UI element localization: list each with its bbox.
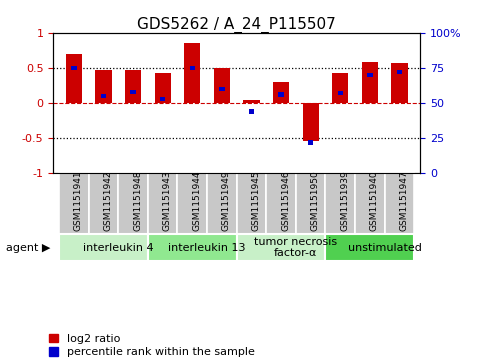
Bar [148, 174, 177, 234]
Bar [237, 174, 266, 234]
Bar [71, 66, 76, 70]
Bar [207, 174, 237, 234]
Text: GSM1151940: GSM1151940 [370, 170, 379, 231]
Text: GSM1151943: GSM1151943 [163, 170, 171, 231]
Legend: log2 ratio, percentile rank within the sample: log2 ratio, percentile rank within the s… [49, 334, 255, 358]
Text: GSM1151948: GSM1151948 [133, 170, 142, 231]
Bar [237, 234, 326, 261]
Bar [243, 99, 260, 103]
Text: GSM1151944: GSM1151944 [192, 170, 201, 231]
Text: interleukin 4: interleukin 4 [83, 242, 154, 253]
Text: tumor necrosis
factor-α: tumor necrosis factor-α [255, 237, 338, 258]
Bar [338, 91, 343, 95]
Bar [219, 87, 225, 91]
Text: unstimulated: unstimulated [348, 242, 422, 253]
Bar [326, 234, 414, 261]
Bar [66, 54, 82, 103]
Title: GDS5262 / A_24_P115507: GDS5262 / A_24_P115507 [137, 16, 336, 33]
Bar [59, 174, 89, 234]
Text: GSM1151945: GSM1151945 [252, 170, 260, 231]
Bar [397, 70, 402, 74]
Bar [296, 174, 326, 234]
Bar [177, 174, 207, 234]
Bar [308, 140, 313, 144]
Bar [249, 109, 254, 114]
Bar [118, 174, 148, 234]
Bar [101, 94, 106, 98]
Bar [155, 73, 171, 103]
Bar [130, 90, 136, 94]
Bar [190, 66, 195, 70]
Bar [148, 234, 237, 261]
Text: GSM1151939: GSM1151939 [341, 170, 349, 231]
Bar [184, 43, 200, 103]
Text: interleukin 13: interleukin 13 [168, 242, 246, 253]
Text: GSM1151942: GSM1151942 [103, 170, 113, 231]
Bar [125, 70, 141, 103]
Text: GSM1151949: GSM1151949 [222, 170, 231, 231]
Text: GSM1151941: GSM1151941 [74, 170, 83, 231]
Bar [326, 174, 355, 234]
Bar [59, 234, 148, 261]
Bar [273, 82, 289, 103]
Bar [367, 73, 372, 77]
Bar [160, 97, 165, 101]
Text: GSM1151946: GSM1151946 [281, 170, 290, 231]
Text: GSM1151950: GSM1151950 [311, 170, 320, 231]
Text: GSM1151947: GSM1151947 [399, 170, 409, 231]
Bar [266, 174, 296, 234]
Bar [384, 174, 414, 234]
Bar [95, 70, 112, 103]
Bar [362, 62, 378, 103]
Bar [302, 103, 319, 141]
Text: agent ▶: agent ▶ [6, 242, 50, 253]
Bar [332, 73, 348, 103]
Bar [278, 93, 284, 97]
Bar [355, 174, 384, 234]
Bar [214, 68, 230, 103]
Bar [391, 63, 408, 103]
Bar [89, 174, 118, 234]
